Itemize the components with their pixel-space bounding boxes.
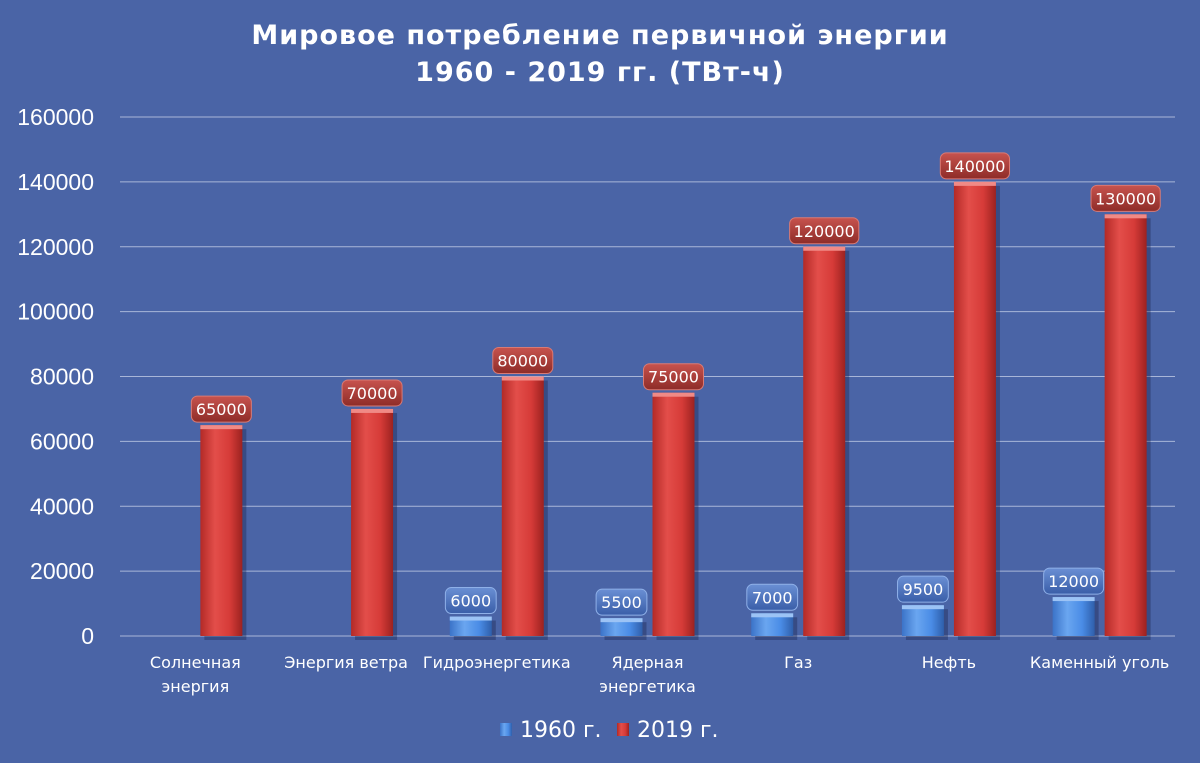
bar-2019	[351, 408, 394, 636]
data-label-box	[444, 587, 497, 615]
legend-label: 1960 г.	[520, 718, 602, 743]
y-tick-label: 120000	[17, 234, 94, 260]
chart-subtitle: 1960 - 2019 гг. (ТВт-ч)	[415, 57, 785, 88]
bar-2019	[803, 246, 846, 636]
bar-cap	[351, 408, 394, 413]
data-label-box	[897, 575, 949, 603]
bar-cap	[449, 616, 492, 621]
bar-1960	[1052, 597, 1095, 636]
bars	[200, 181, 1151, 640]
bar-2019	[652, 392, 695, 636]
x-tick-label: Каменный уголь	[1030, 653, 1169, 672]
data-label-box	[746, 583, 799, 611]
data-label: 75000	[648, 368, 699, 387]
bar-2019	[953, 181, 996, 636]
data-label-box	[643, 363, 704, 391]
bar-cap	[1052, 597, 1095, 602]
data-label: 65000	[196, 400, 247, 419]
bar-cap	[652, 392, 695, 397]
data-label-box	[595, 588, 648, 616]
bar-2019	[1104, 214, 1147, 636]
data-label-box	[939, 152, 1011, 180]
legend-swatch	[617, 723, 629, 736]
x-tick-label: энергия	[162, 677, 230, 696]
data-label: 120000	[794, 222, 855, 241]
data-label: 6000	[450, 592, 491, 611]
data-label: 5500	[601, 593, 642, 612]
data-label-box	[492, 347, 554, 374]
bar-cap	[751, 613, 794, 618]
data-label-box	[1043, 567, 1105, 595]
bar-cap	[501, 376, 544, 381]
y-axis-ticks: 0 20000 40000 60000 80000 100000 120000 140000 1…	[17, 104, 94, 649]
data-label-box	[190, 395, 252, 423]
x-tick-label: Ядерная	[611, 653, 683, 672]
bar-cap	[901, 605, 944, 610]
y-tick-label: 40000	[30, 493, 94, 519]
data-label: 7000	[752, 588, 793, 607]
x-tick-label: Газ	[784, 653, 812, 672]
bar-2019	[501, 376, 544, 636]
legend-swatch	[500, 723, 512, 736]
bar-1960	[449, 616, 492, 636]
data-label-box	[341, 379, 403, 407]
y-tick-label: 100000	[17, 299, 94, 325]
data-label-box	[1090, 184, 1161, 212]
data-label: 12000	[1048, 572, 1099, 591]
x-tick-label: Гидроэнергетика	[423, 653, 571, 672]
bar-1960	[600, 618, 643, 636]
x-tick-label: Энергия ветра	[284, 653, 408, 672]
data-labels: 65000 70000 6000 80000 5500 75000 7000 120000 95…	[190, 152, 1161, 616]
bar-cap	[803, 246, 846, 251]
chart-title: Мировое потребление первичной энергии	[251, 20, 948, 51]
y-tick-label: 140000	[17, 169, 94, 195]
data-label: 80000	[497, 352, 548, 371]
y-tick-label: 80000	[30, 364, 94, 390]
data-label: 9500	[903, 580, 944, 599]
legend-label: 2019 г.	[637, 718, 719, 743]
legend: 1960 г. 2019 г.	[500, 718, 719, 743]
y-tick-label: 60000	[30, 428, 94, 454]
x-tick-label: энергетика	[599, 677, 696, 696]
data-label-box	[789, 217, 860, 245]
bar-cap	[200, 425, 243, 430]
x-axis-ticks: Солнечная энергия Энергия ветра Гидроэнерге…	[150, 653, 1169, 696]
y-tick-label: 20000	[30, 558, 94, 584]
data-label: 140000	[944, 157, 1005, 176]
data-label: 130000	[1095, 189, 1156, 208]
bar-cap	[600, 618, 643, 623]
x-tick-label: Нефть	[922, 653, 976, 672]
bar-cap	[953, 181, 996, 186]
bar-cap	[1104, 214, 1147, 219]
y-tick-label: 160000	[17, 104, 94, 130]
x-tick-label: Солнечная	[150, 653, 241, 672]
bar-1960	[751, 613, 794, 636]
bar-1960	[901, 605, 944, 636]
bar-2019	[200, 425, 243, 636]
data-label: 70000	[347, 384, 398, 403]
y-tick-label: 0	[81, 623, 94, 649]
